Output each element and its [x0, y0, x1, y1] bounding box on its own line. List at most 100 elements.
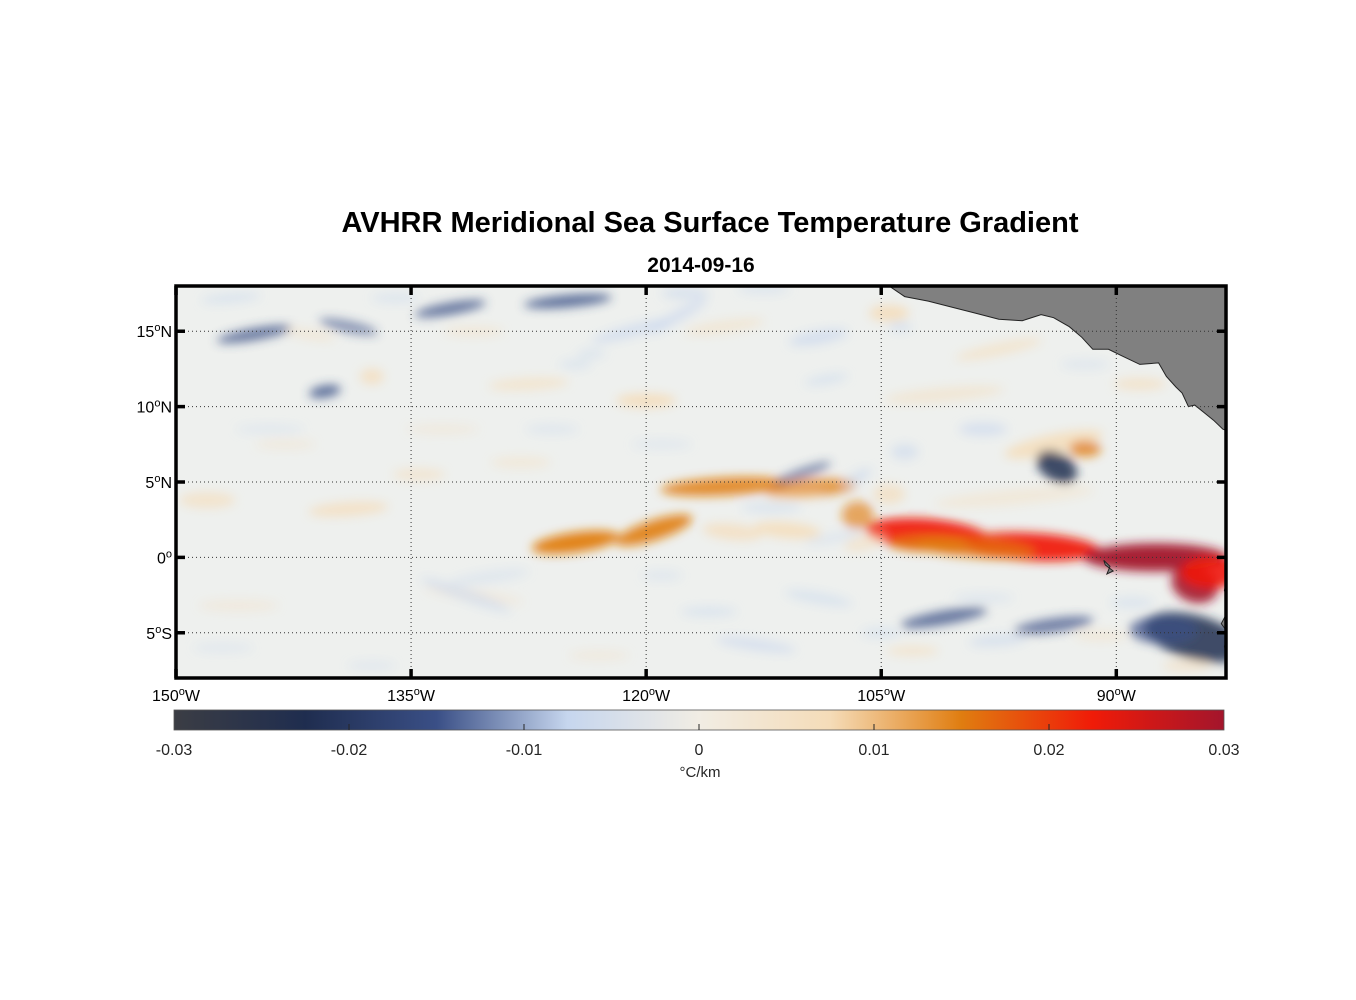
cold-gradient-patch	[953, 593, 1014, 604]
cold-gradient-patch	[737, 286, 790, 294]
colorbar-tick-label: 0	[695, 742, 704, 759]
cold-gradient-patch	[716, 636, 796, 653]
longitude-label: 135oW	[387, 686, 436, 705]
warm-gradient-patch	[1180, 556, 1226, 589]
colorbar-tick-label: 0.02	[1033, 742, 1064, 759]
cold-gradient-patch	[804, 530, 864, 545]
warm-gradient-patch	[1162, 659, 1211, 672]
warm-gradient-patch	[488, 377, 569, 391]
cold-gradient-patch	[888, 321, 912, 332]
warm-gradient-patch	[955, 338, 1042, 361]
longitude-label: 90oW	[1097, 686, 1137, 705]
cold-gradient-patch	[216, 325, 292, 344]
colorbar-tick-label: 0.03	[1208, 742, 1239, 759]
cold-gradient-patch	[526, 424, 579, 435]
central-america-land	[885, 286, 1226, 431]
coast-fragment	[1228, 554, 1233, 566]
cold-gradient-patch	[680, 606, 737, 617]
warm-gradient-patch	[1004, 430, 1103, 459]
warm-gradient-patch	[443, 326, 504, 337]
cold-gradient-patch	[414, 299, 486, 318]
warm-gradient-patch	[869, 305, 910, 322]
cold-gradient-patch	[1013, 616, 1094, 635]
longitude-label: 120oW	[622, 686, 671, 705]
cold-gradient-patch	[420, 577, 512, 613]
cold-gradient-patch	[861, 627, 902, 638]
colorbar-tick-label: 0.01	[858, 742, 889, 759]
cold-gradient-patch	[347, 660, 396, 671]
cold-gradient-patch	[193, 642, 253, 653]
colorbar-tick-label: -0.01	[506, 742, 543, 759]
colorbar-tick-label: -0.03	[156, 742, 193, 759]
cold-gradient-patch	[201, 292, 261, 304]
warm-gradient-patch	[616, 393, 677, 408]
warm-gradient-patch	[198, 599, 279, 612]
cold-gradient-patch	[1061, 359, 1109, 370]
warm-gradient-patch	[844, 532, 887, 552]
cold-gradient-patch	[559, 359, 592, 370]
cold-gradient-patch	[631, 439, 692, 450]
cold-gradient-patch	[236, 424, 304, 435]
warm-gradient-patch	[255, 439, 316, 450]
longitude-label: 150oW	[152, 686, 201, 705]
map-ticks	[174, 286, 1226, 678]
longitude-label: 105oW	[857, 686, 906, 705]
warm-gradient-patch	[884, 385, 1004, 404]
cold-gradient-patch	[449, 568, 530, 586]
chart-title: AVHRR Meridional Sea Surface Temperature…	[341, 207, 1079, 239]
cold-gradient-patch	[774, 461, 832, 485]
galapagos-islands	[1103, 560, 1115, 576]
warm-gradient-patch	[841, 501, 874, 530]
latitude-label: 10oN	[137, 398, 172, 417]
colorbar-unit: °C/km	[679, 764, 721, 781]
warm-gradient-patch	[753, 521, 822, 539]
cold-gradient-patch	[890, 443, 919, 460]
warm-gradient-patch	[490, 456, 551, 469]
cold-gradient-patch	[741, 501, 802, 514]
warm-gradient-patch	[615, 514, 693, 546]
latitude-label: 5oS	[146, 624, 172, 643]
warm-gradient-patch	[179, 492, 236, 509]
cold-gradient-patch	[785, 589, 852, 607]
latitude-label: 5oN	[145, 473, 172, 492]
warm-gradient-patch	[886, 645, 939, 656]
chart-date: 2014-09-16	[647, 254, 755, 277]
cold-gradient-patch	[371, 293, 420, 304]
cold-gradient-patch	[968, 633, 1029, 647]
colorbar-tick-label: -0.02	[331, 742, 368, 759]
cold-gradient-patch	[959, 422, 1008, 437]
warm-gradient-patch	[359, 368, 384, 385]
warm-gradient-patch	[569, 650, 630, 661]
warm-gradient-patch	[765, 489, 825, 502]
warm-gradient-patch	[873, 484, 906, 505]
cold-gradient-patch	[1036, 450, 1077, 484]
cold-gradient-patch	[843, 467, 872, 488]
cold-gradient-patch	[577, 348, 606, 359]
warm-gradient-patch	[1113, 378, 1166, 390]
graticule	[176, 286, 1226, 678]
cold-gradient-patch	[1129, 615, 1198, 644]
cold-gradient-patch	[641, 570, 682, 581]
cold-gradient-patch	[804, 373, 849, 386]
cold-gradient-patch	[788, 328, 849, 346]
warm-gradient-patch	[888, 535, 969, 552]
colorbar: -0.03 -0.02 -0.01 0 0.01 0.02 0.03	[156, 709, 1240, 759]
warm-gradient-patch	[1069, 440, 1101, 457]
warm-gradient-patch	[392, 468, 445, 481]
warm-gradient-patch	[1074, 630, 1127, 641]
warm-gradient-patch	[308, 501, 389, 517]
latitude-label: 0o	[157, 548, 172, 567]
cold-gradient-patch	[319, 318, 378, 336]
cold-gradient-patch	[523, 293, 612, 309]
warm-gradient-patch	[934, 486, 1095, 508]
cold-gradient-patch	[591, 319, 670, 344]
cold-gradient-patch	[1110, 596, 1154, 609]
warm-gradient-patch	[702, 523, 763, 541]
cold-gradient-patch	[647, 298, 708, 334]
warm-gradient-patch	[532, 530, 620, 554]
cold-gradient-patch	[900, 607, 988, 628]
cold-gradient-patch	[661, 287, 710, 300]
cold-gradient-patch	[309, 384, 341, 399]
warm-gradient-patch	[406, 424, 479, 435]
